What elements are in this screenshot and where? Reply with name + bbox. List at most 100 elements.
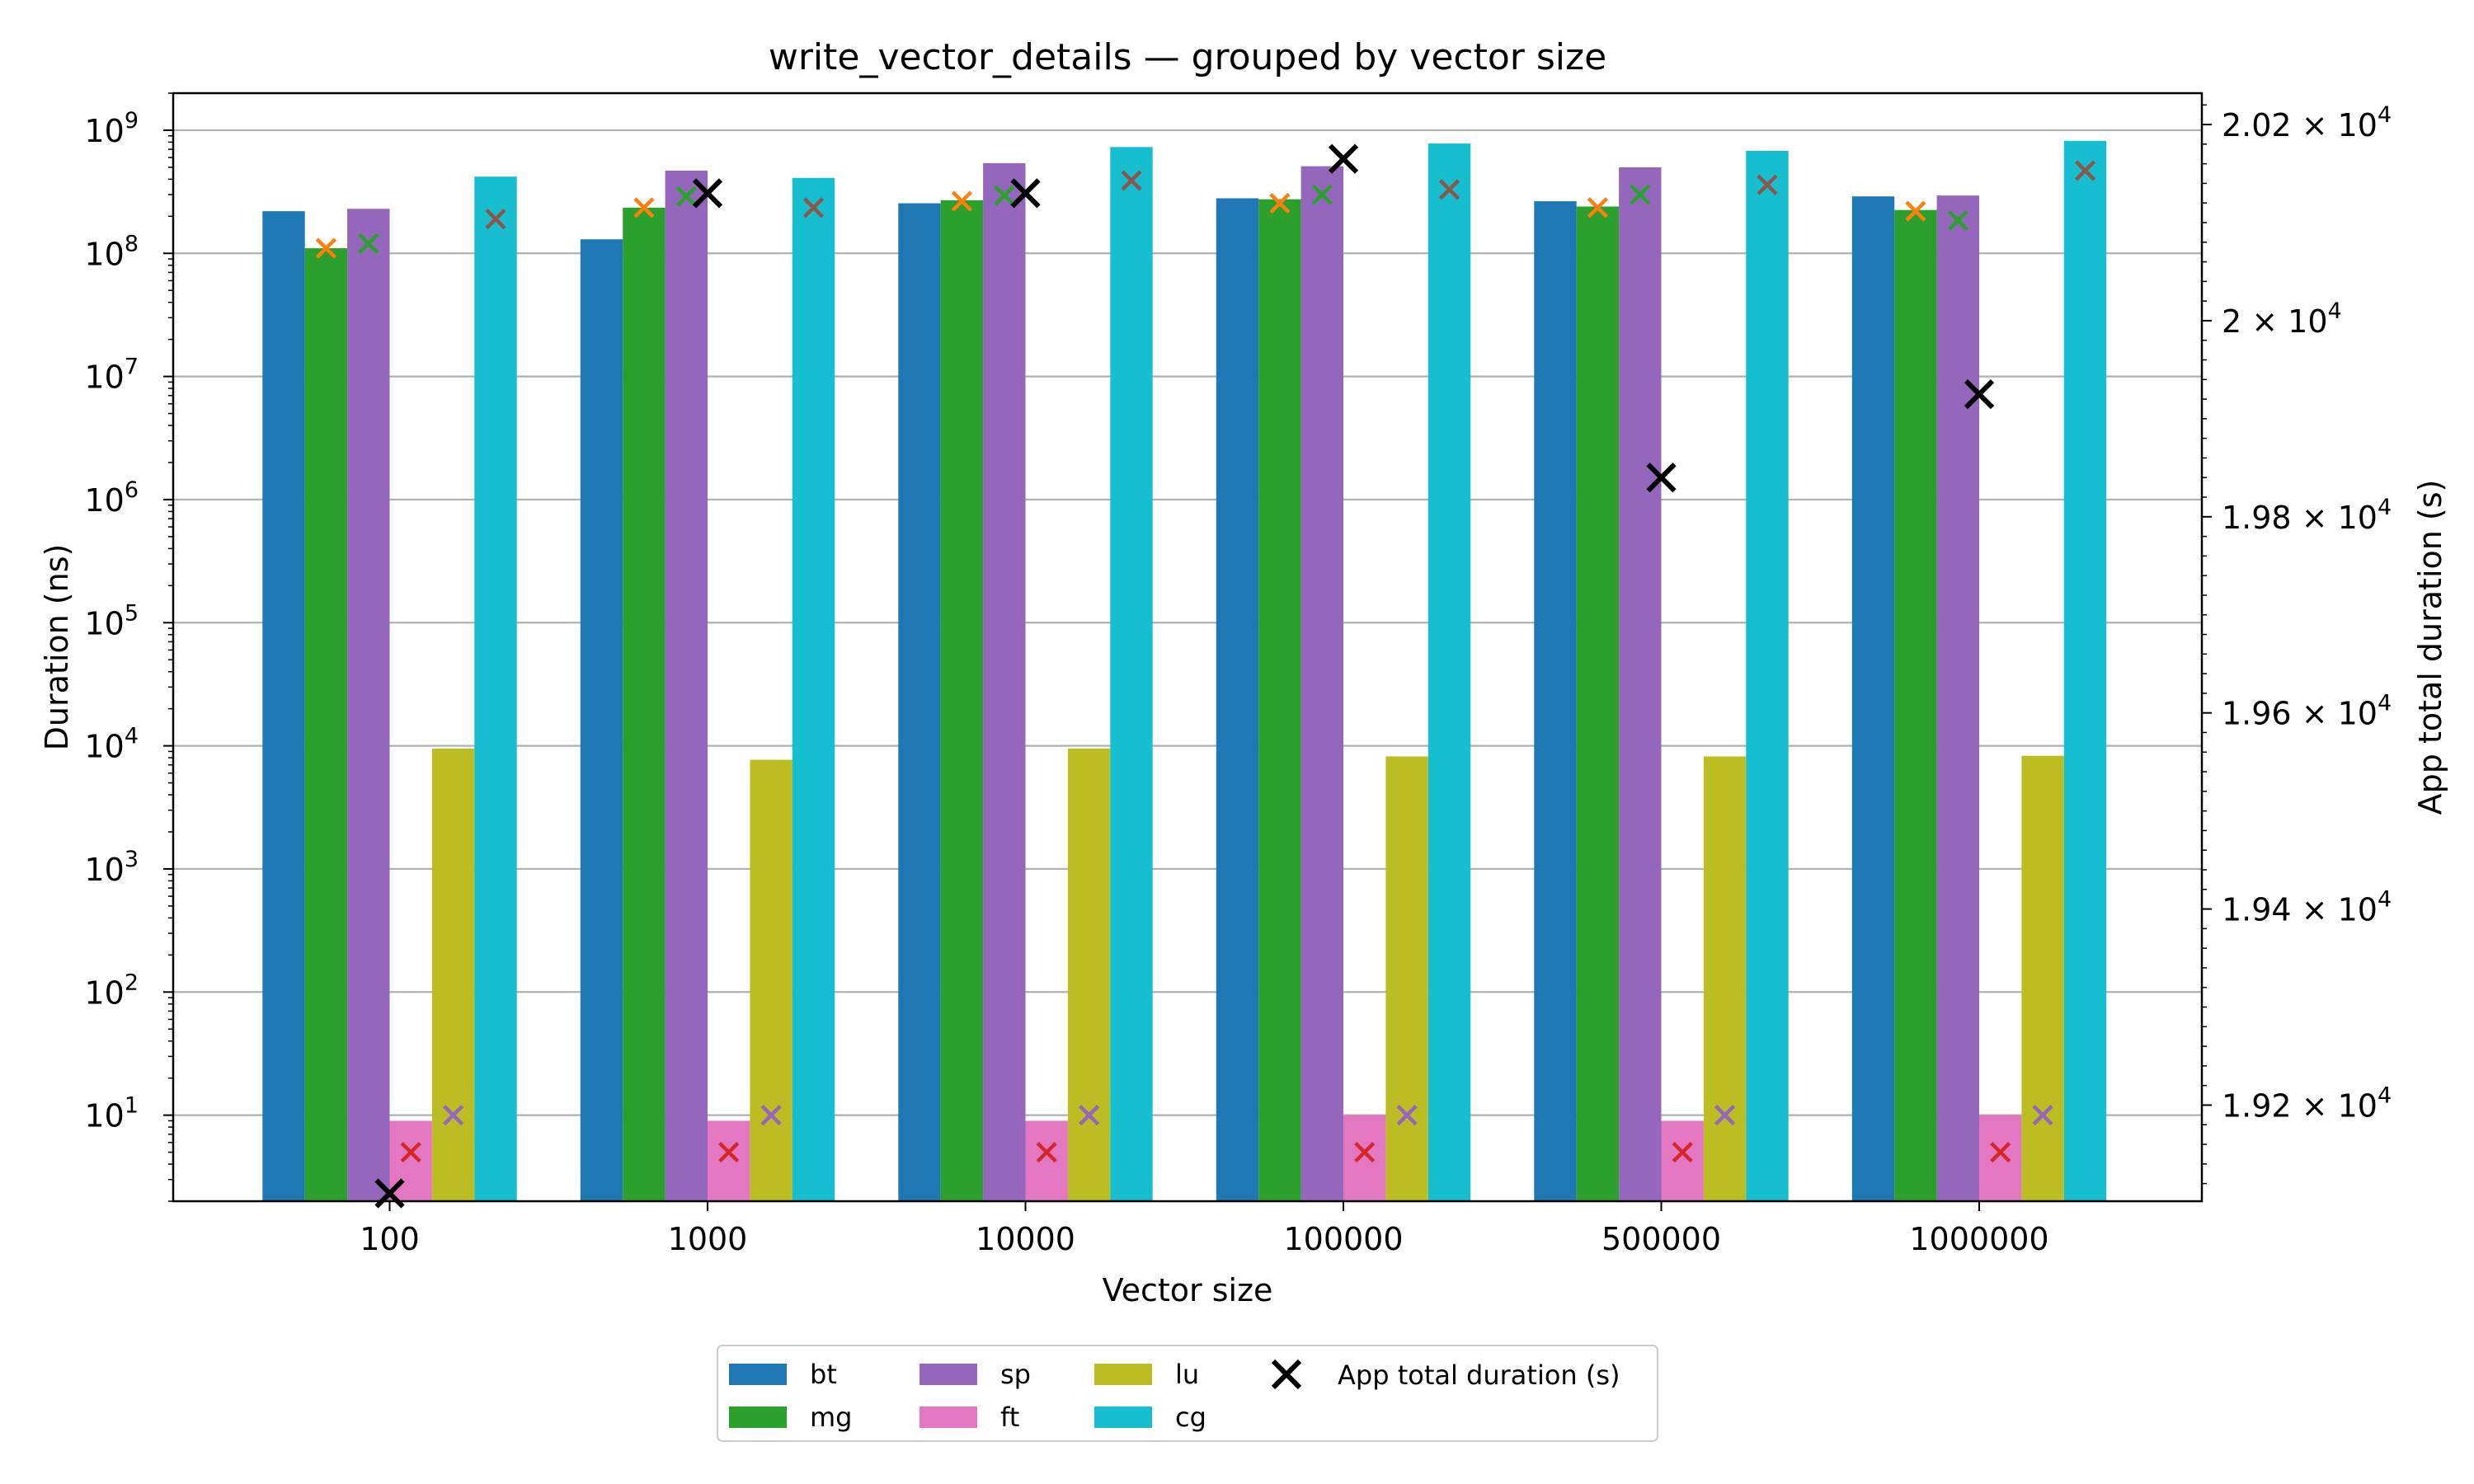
- marker: [1630, 184, 1651, 205]
- legend-swatch-ft: [920, 1407, 977, 1428]
- y-tick-label: 107: [84, 355, 139, 396]
- marker: [1396, 1105, 1418, 1126]
- bar-bt: [1534, 201, 1577, 1202]
- y-axis-label: Duration (ns): [39, 544, 75, 751]
- y-tick-label: 106: [84, 477, 139, 519]
- y2-tick-mantissa: 1.92 × 10: [2222, 1087, 2378, 1124]
- bar-sp: [347, 209, 390, 1201]
- legend-app-total-marker: [1271, 1359, 1302, 1390]
- y-tick-label: 104: [84, 724, 139, 765]
- marker: [1947, 209, 1968, 231]
- marker: [315, 237, 336, 259]
- y-tick-label: 103: [84, 847, 139, 888]
- bars: [262, 140, 2107, 1202]
- bar-cg: [1746, 150, 1789, 1201]
- marker-stroke: [1672, 1141, 1693, 1163]
- bar-lu: [1385, 756, 1428, 1201]
- x-tick-label: 100000: [1283, 1221, 1403, 1257]
- y2-axis-label: App total duration (s): [2412, 480, 2448, 815]
- marker: [2032, 1105, 2053, 1126]
- legend-label-mg: mg: [810, 1402, 852, 1433]
- marker: [675, 186, 697, 207]
- marker-stroke: [802, 197, 825, 218]
- marker-stroke: [315, 237, 336, 259]
- app-total-marker-stroke: [1964, 379, 1995, 410]
- marker-stroke: [718, 1141, 740, 1163]
- x-axis-ticks: 100 1000 10000 100000 500000 1000000: [360, 1201, 2049, 1257]
- app-total-marker-stroke: [1646, 463, 1677, 493]
- marker-stroke: [1947, 209, 1968, 231]
- bar-bt: [580, 239, 623, 1201]
- marker: [1269, 192, 1291, 214]
- y2-tick-mantissa: 2.02 × 10: [2222, 107, 2378, 143]
- marker-stroke: [1990, 1141, 2011, 1163]
- marker-stroke: [443, 1105, 464, 1126]
- y2-tick-label: 1.96 × 104: [2222, 691, 2392, 732]
- legend-label-sp: sp: [1000, 1359, 1031, 1390]
- y2-tick-label: 1.94 × 104: [2222, 887, 2392, 928]
- y2-tick-mantissa: 1.98 × 10: [2222, 500, 2378, 536]
- marker-stroke: [1905, 200, 1926, 222]
- bar-mg: [1258, 199, 1301, 1201]
- marker-stroke: [358, 232, 379, 255]
- marker: [633, 197, 655, 218]
- y-tick-base: 10: [84, 729, 124, 765]
- marker: [400, 1141, 421, 1163]
- marker-stroke: [1630, 184, 1651, 205]
- bar-sp: [665, 170, 708, 1201]
- marker-stroke: [1714, 1105, 1736, 1126]
- marker-stroke: [633, 197, 655, 218]
- marker: [1587, 197, 1608, 218]
- y-tick-base: 10: [84, 359, 124, 396]
- marker: [1121, 170, 1142, 191]
- series-markers: [315, 160, 2096, 1163]
- y-tick-exponent: 5: [125, 600, 139, 626]
- legend: bt mg sp ft lu cg App total duration (s): [717, 1345, 1658, 1442]
- bar-cg: [1427, 143, 1471, 1202]
- bar-mg: [304, 248, 348, 1201]
- y-tick-base: 10: [84, 113, 124, 149]
- plot-frame: [172, 92, 2204, 1203]
- bar-ft: [708, 1120, 750, 1201]
- marker: [1311, 184, 1333, 205]
- y-tick-base: 10: [84, 236, 124, 272]
- marker: [1905, 200, 1926, 222]
- x-tick-label: 10000: [976, 1221, 1075, 1257]
- marker-stroke: [1438, 179, 1460, 200]
- bar-lu: [431, 748, 475, 1201]
- legend-label-lu: lu: [1175, 1359, 1199, 1390]
- bar-mg: [1894, 209, 1937, 1201]
- bar-lu: [1067, 748, 1111, 1201]
- marker-stroke: [400, 1141, 421, 1163]
- marker: [1714, 1105, 1736, 1126]
- y2-tick-mantissa: 1.94 × 10: [2222, 892, 2378, 928]
- x-tick-label: 1000: [668, 1221, 748, 1257]
- legend-swatch-sp: [920, 1364, 977, 1385]
- marker: [2074, 160, 2096, 181]
- y2-tick-label: 1.92 × 104: [2222, 1082, 2392, 1124]
- y2-tick-label: 1.98 × 104: [2222, 495, 2392, 536]
- bar-lu: [1703, 756, 1747, 1201]
- bar-sp: [983, 162, 1026, 1201]
- bar-lu: [750, 759, 793, 1201]
- bar-mg: [940, 200, 984, 1202]
- y2-tick-exponent: 4: [2378, 102, 2392, 128]
- y2-tick-mantissa: 1.96 × 10: [2222, 696, 2378, 732]
- marker: [1672, 1141, 1693, 1163]
- app-total-marker-stroke: [1010, 178, 1041, 209]
- marker: [1036, 1141, 1057, 1163]
- y2-tick-label: 2 × 104: [2222, 298, 2342, 340]
- y-tick-label: 101: [84, 1093, 139, 1134]
- app-total-marker: [1328, 143, 1359, 174]
- y-tick-base: 10: [84, 852, 124, 888]
- legend-label-bt: bt: [810, 1359, 837, 1390]
- bar-sp: [1936, 195, 1979, 1201]
- y2-tick-exponent: 4: [2378, 887, 2392, 913]
- y2-tick-exponent: 4: [2378, 691, 2392, 716]
- y-tick-base: 10: [84, 974, 124, 1011]
- marker: [358, 232, 379, 255]
- x-tick-label: 1000000: [1909, 1221, 2048, 1257]
- x-tick-label: 500000: [1602, 1221, 1721, 1257]
- marker: [951, 190, 972, 212]
- y2-tick-label: 2.02 × 104: [2222, 102, 2392, 143]
